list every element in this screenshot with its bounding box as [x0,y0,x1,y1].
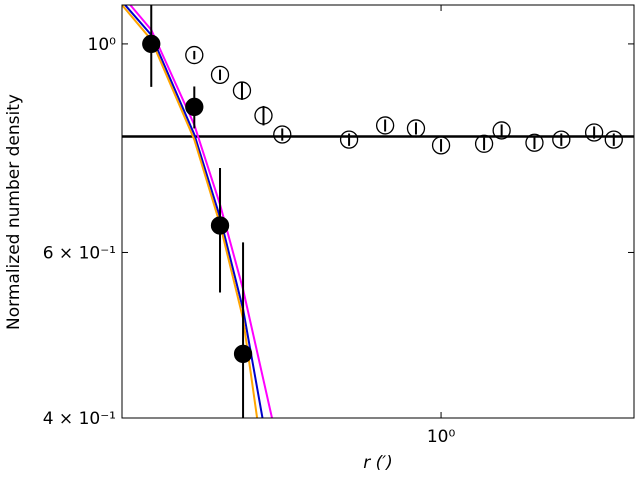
open-marker [273,125,292,144]
y-axis-label: Normalized number density [4,94,24,330]
open-marker [552,130,571,149]
x-axis-label: r (′) [363,453,393,473]
axes-frame [121,4,635,419]
open-marker [210,65,230,85]
open-marker [431,136,451,155]
filled-marker [233,344,253,364]
filled-marker [142,34,161,54]
open-marker [474,134,494,153]
open-marker [185,45,204,65]
open-marker [604,130,623,149]
open-marker [232,81,252,100]
open-marker [492,121,511,140]
model-curve [122,5,259,418]
model-curve [129,5,273,418]
open-marker [339,130,359,149]
x-tick-label: 10⁰ [427,427,456,447]
y-tick-label: 4 × 10⁻¹ [43,409,116,429]
y-tick-label: 10⁰ [88,35,117,55]
plot-area [122,5,634,418]
y-tick-label: 6 × 10⁻¹ [43,243,116,263]
model-curve [124,5,264,418]
open-marker [525,133,544,152]
open-marker [254,106,273,125]
open-marker [375,116,395,135]
open-marker [584,123,604,142]
open-marker [406,119,426,138]
filled-marker [185,97,204,117]
filled-marker [210,216,230,235]
